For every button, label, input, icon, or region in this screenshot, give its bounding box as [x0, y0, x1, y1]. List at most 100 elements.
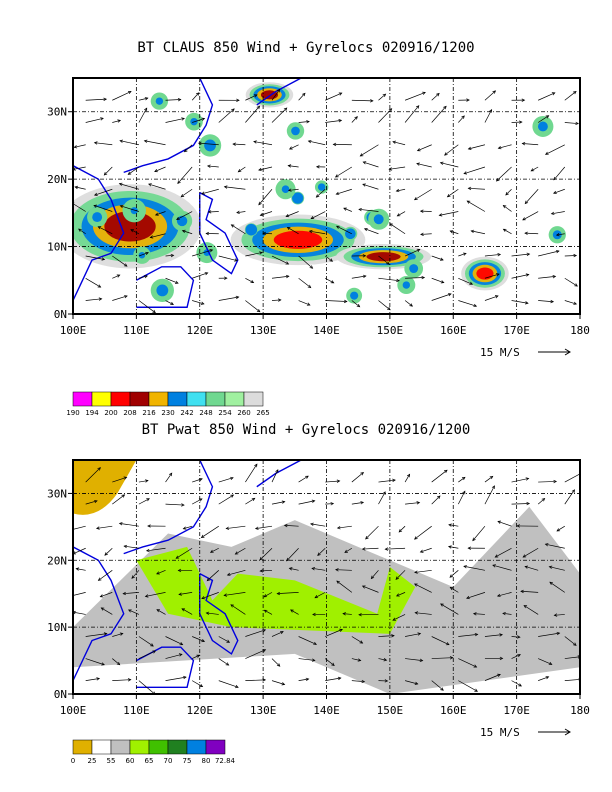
wind-vector-head — [362, 254, 367, 258]
wind-vector-head — [334, 174, 339, 178]
wind-vector-head — [541, 497, 546, 502]
wind-vector — [165, 472, 173, 483]
wind-vector-head — [496, 273, 500, 277]
wind-vector-head — [234, 551, 239, 555]
wind-vector — [235, 547, 246, 555]
wind-vector-head — [152, 309, 156, 314]
wind-vector-head — [315, 194, 320, 198]
wind-vector-head — [461, 476, 466, 481]
vector-reference-label: 15 M/S — [480, 346, 520, 359]
wind-vector-head — [288, 567, 293, 571]
wind-vector — [414, 188, 432, 201]
wind-vector-head — [362, 183, 366, 187]
wind-vector-head — [499, 656, 504, 661]
colorbar-swatch — [110, 739, 131, 755]
wind-vector-head — [466, 98, 470, 102]
wind-vector-head — [156, 571, 160, 575]
wind-vector — [289, 567, 299, 571]
wind-vector — [165, 653, 182, 659]
wind-vector-head — [234, 258, 238, 262]
wind-vector — [85, 255, 105, 260]
wind-vector-head — [310, 522, 314, 526]
y-tick-label: 30N — [47, 487, 67, 500]
wind-vector — [175, 547, 193, 559]
coastline — [136, 266, 195, 308]
wind-vector — [530, 166, 539, 172]
wind-vector-head — [556, 528, 561, 532]
wind-vector-head — [548, 661, 553, 665]
wind-vector — [206, 570, 219, 581]
convective-core — [291, 126, 300, 136]
wind-vector — [245, 300, 261, 313]
chart-title-pwat: BT Pwat 850 Wind + Gyrelocs 020916/1200 — [141, 422, 471, 438]
wind-vector — [191, 92, 200, 101]
wind-vector — [73, 592, 86, 596]
wind-vector — [98, 226, 113, 235]
wind-vector — [414, 569, 432, 573]
wind-vector — [85, 277, 101, 288]
wind-vector-head — [275, 469, 279, 473]
wind-vector-head — [181, 503, 185, 507]
panel-0: 100E 110E 120E 130E 140E 150E 160E 170E 180 0N 10N… — [47, 77, 590, 359]
wind-vector-head — [116, 274, 121, 278]
wind-vector-head — [472, 537, 476, 542]
x-tick-label: 180 — [570, 324, 590, 337]
wind-vector-head — [118, 182, 123, 186]
wind-vector — [549, 566, 565, 571]
wind-vector — [218, 494, 234, 505]
wind-vector — [245, 105, 260, 123]
wind-vector — [564, 122, 579, 124]
wind-vector — [119, 523, 139, 527]
wind-vector-head — [551, 92, 556, 96]
wind-vector — [298, 475, 309, 483]
colorbar-0: 190 194 200 208 216 230 242 248 254 260 265 — [66, 391, 270, 417]
wind-vector — [416, 163, 432, 168]
wind-vector-head — [573, 642, 577, 646]
wind-vector — [538, 276, 556, 279]
wind-vector — [112, 679, 131, 681]
wind-vector-head — [312, 612, 316, 617]
wind-vector-head — [283, 523, 288, 528]
wind-vector — [523, 605, 539, 615]
wind-vector — [138, 650, 156, 659]
wind-vector-head — [462, 252, 467, 256]
x-tick-label: 100E — [60, 704, 87, 717]
wind-vector — [511, 274, 529, 279]
wind-vector-head — [314, 595, 319, 599]
wind-vector-head — [388, 108, 393, 112]
wind-vector-head — [489, 108, 493, 113]
wind-vector — [260, 569, 273, 572]
wind-vector — [549, 581, 565, 593]
wind-vector — [309, 230, 326, 235]
wind-vector-head — [204, 272, 209, 276]
colorbar-label: 25 — [88, 757, 97, 765]
x-tick-label: 120E — [187, 324, 214, 337]
wind-vector — [522, 211, 539, 221]
wind-vector-head — [523, 605, 528, 609]
wind-vector-head — [440, 257, 444, 261]
wind-vector — [351, 636, 363, 644]
wind-vector-head — [474, 632, 479, 637]
wind-vector-head — [258, 201, 262, 206]
wind-vector-head — [262, 629, 267, 633]
wind-vector — [277, 592, 299, 595]
wind-vector — [85, 658, 105, 666]
wind-vector — [431, 495, 441, 505]
wind-vector-head — [206, 577, 211, 582]
wind-vector-head — [224, 276, 228, 280]
wind-vector-head — [154, 168, 158, 173]
wind-vector — [564, 656, 580, 659]
wind-vector-head — [338, 92, 343, 96]
wind-vector — [271, 255, 289, 265]
wind-vector — [192, 118, 205, 123]
wind-vector-head — [235, 295, 240, 300]
wind-vector-head — [307, 139, 312, 144]
convective-core — [281, 185, 290, 194]
wind-vector — [120, 205, 140, 212]
wind-vector — [378, 93, 386, 101]
wind-vector-head — [526, 252, 531, 256]
colorbar-label: 200 — [104, 409, 117, 417]
wind-vector — [564, 636, 577, 646]
wind-vector-head — [230, 476, 234, 481]
wind-vector-head — [74, 185, 79, 190]
